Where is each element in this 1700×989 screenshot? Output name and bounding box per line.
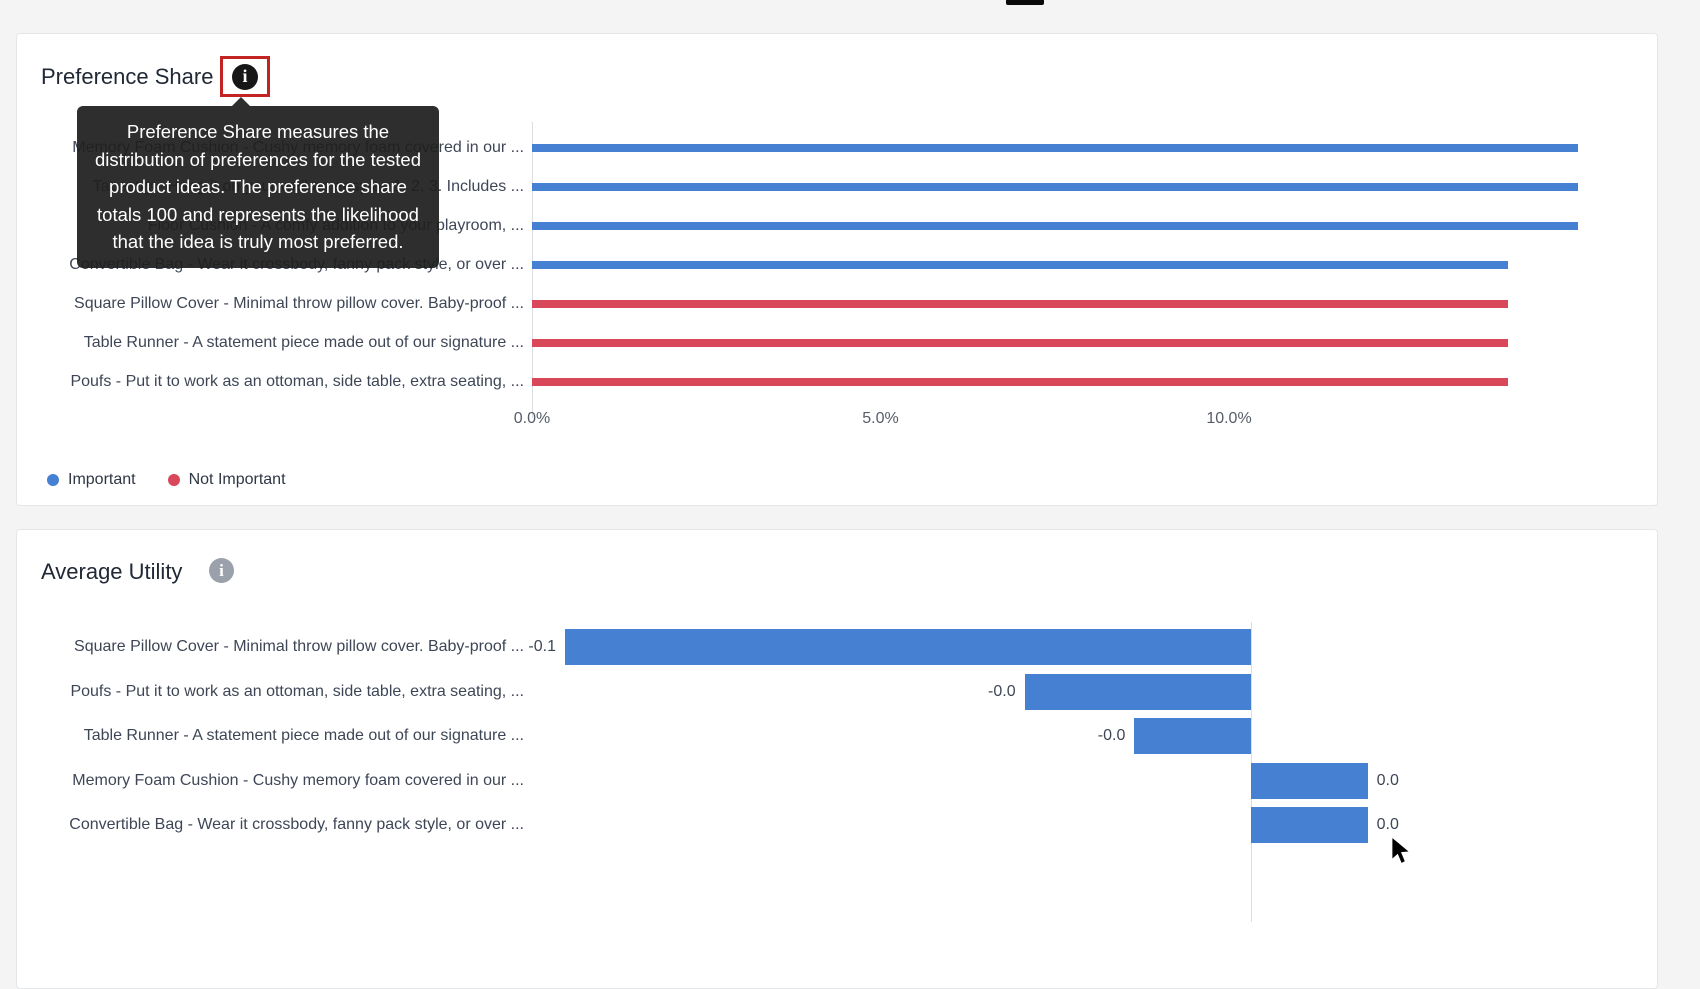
preference-share-bar[interactable] — [532, 221, 1578, 230]
category-label: Convertible Bag - Wear it crossbody, fan… — [69, 816, 524, 834]
value-label: -0.1 — [528, 638, 556, 656]
info-icon[interactable]: i — [209, 558, 234, 583]
value-label: -0.0 — [1097, 727, 1126, 745]
value-label: 0.0 — [1376, 771, 1399, 789]
preference-share-tooltip: Preference Share measures the distributi… — [77, 97, 439, 268]
chart-row: Table Runner - A statement piece made ou… — [40, 714, 1634, 759]
category-label: Square Pillow Cover - Minimal throw pill… — [74, 294, 524, 312]
utility-bar[interactable] — [1024, 673, 1251, 710]
value-label: 0.0 — [1376, 816, 1399, 834]
category-label: Table Runner - A statement piece made ou… — [83, 333, 524, 351]
utility-bar[interactable] — [1134, 718, 1251, 754]
chart-row: Square Pillow Cover - Minimal throw pill… — [40, 284, 1634, 323]
utility-bar[interactable] — [565, 629, 1251, 665]
preference-share-bar[interactable] — [532, 182, 1578, 191]
preference-share-bar[interactable] — [532, 338, 1508, 347]
tooltip-text: Preference Share measures the distributi… — [95, 121, 421, 252]
legend-item[interactable]: Important — [47, 471, 136, 489]
preference-share-bar[interactable] — [532, 377, 1508, 386]
legend-label: Not Important — [188, 471, 286, 488]
utility-bar[interactable] — [1251, 807, 1368, 843]
category-label: Poufs - Put it to work as an ottoman, si… — [70, 682, 524, 700]
preference-share-bar[interactable] — [532, 299, 1508, 308]
zero-axis-line — [532, 122, 533, 418]
chart-row: Square Pillow Cover - Minimal throw pill… — [40, 625, 1634, 670]
average-utility-title: Average Utility — [41, 559, 183, 584]
mouse-cursor — [1392, 838, 1409, 863]
x-axis: 0.0% 5.0% 10.0% — [40, 410, 1636, 432]
average-utility-card: Average Utility i Square Pillow Cover - … — [16, 529, 1658, 989]
chart-row: Memory Foam Cushion - Cushy memory foam … — [40, 759, 1634, 804]
browser-artifact — [1006, 0, 1044, 5]
chart-row: Table Runner - A statement piece made ou… — [40, 323, 1634, 362]
chart-row: Poufs - Put it to work as an ottoman, si… — [40, 362, 1634, 401]
legend-dot — [167, 474, 180, 486]
legend-item[interactable]: Not Important — [167, 471, 286, 489]
category-label: Poufs - Put it to work as an ottoman, si… — [70, 372, 524, 390]
axis-tick-label: 10.0% — [1206, 410, 1252, 427]
info-icon-highlight-box: i — [220, 56, 270, 97]
preference-share-bar[interactable] — [532, 143, 1578, 152]
chart-row: Poufs - Put it to work as an ottoman, si… — [40, 670, 1634, 715]
tooltip-arrow — [232, 97, 250, 106]
category-label: Memory Foam Cushion - Cushy memory foam … — [72, 771, 524, 789]
chart-row: Convertible Bag - Wear it crossbody, fan… — [40, 803, 1634, 848]
value-label: -0.0 — [988, 682, 1016, 700]
utility-bar[interactable] — [1251, 762, 1368, 799]
axis-tick-label: 0.0% — [513, 410, 551, 427]
info-icon[interactable]: i — [232, 63, 258, 90]
category-label: Square Pillow Cover - Minimal throw pill… — [74, 638, 524, 656]
legend-dot — [47, 474, 59, 486]
legend-label: Important — [68, 471, 136, 488]
chart-legend: Important Not Important — [47, 471, 286, 489]
average-utility-chart: Square Pillow Cover - Minimal throw pill… — [40, 625, 1634, 848]
preference-share-card: Preference Share i Preference Share meas… — [16, 33, 1658, 506]
preference-share-title: Preference Share — [41, 64, 214, 89]
category-label: Table Runner - A statement piece made ou… — [83, 727, 524, 745]
axis-tick-label: 5.0% — [862, 410, 899, 427]
preference-share-bar[interactable] — [532, 260, 1508, 269]
